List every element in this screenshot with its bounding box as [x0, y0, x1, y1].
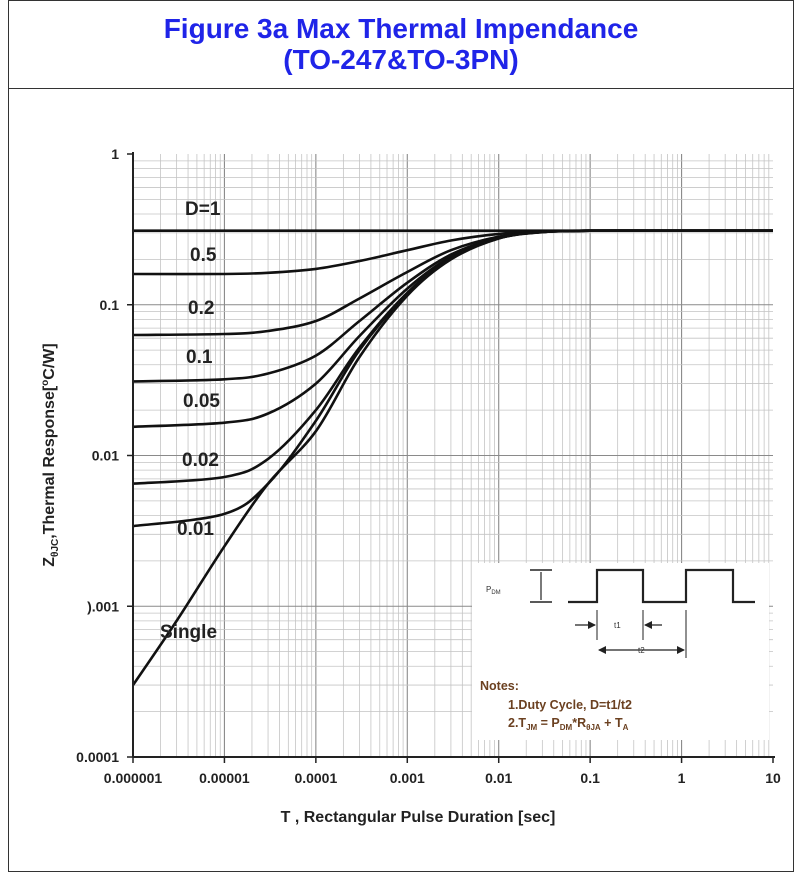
series-label-0-05: 0.05 [183, 391, 220, 412]
x-tick-label: 0.1 [580, 770, 600, 786]
x-tick-label: 10 [765, 770, 781, 786]
series-label-0-1: 0.1 [186, 347, 213, 368]
series-label-single: Single [160, 622, 217, 643]
chart-title: Figure 3a Max Thermal Impendance [163, 13, 639, 44]
series-line-single [131, 229, 773, 686]
x-tick-label: 0.00001 [199, 770, 250, 786]
chart-header: Figure 3a Max Thermal Impendance (TO-247… [9, 1, 793, 89]
y-tick-label: 0.01 [92, 448, 119, 464]
figure-frame: Figure 3a Max Thermal Impendance (TO-247… [8, 0, 794, 872]
inset-pdm-label: PDM [486, 585, 501, 596]
x-tick-label: 1 [678, 770, 686, 786]
chart-subtitle: (TO-247&TO-3PN) [283, 44, 519, 75]
y-tick-label: 0.1 [100, 297, 120, 313]
note-duty-cycle: 1.Duty Cycle, D=t1/t2 [508, 698, 632, 712]
y-axis-label: ZθJC,Thermal Response[oC/W] [40, 343, 61, 566]
notes-title: Notes: [480, 679, 519, 693]
series-label-0-2: 0.2 [188, 298, 214, 319]
pulse-waveform [568, 568, 755, 604]
axes [127, 152, 775, 763]
t1-arrowhead-right [644, 621, 652, 629]
x-tick-label: 0.000001 [104, 770, 163, 786]
y-tick-label: 1 [111, 146, 119, 162]
t2-arrowhead-left [598, 646, 606, 654]
inset-background [472, 563, 769, 740]
series-label-0-5: 0.5 [190, 245, 217, 266]
y-tick-label: ).001 [87, 598, 119, 614]
series-label-d-1: D=1 [185, 199, 221, 220]
t2-label: t2 [638, 646, 645, 655]
note-junction-temp: 2.TJM = PDM*RθJA + TA [508, 716, 629, 732]
x-tick-label: 0.001 [390, 770, 425, 786]
y-tick-label: 0.0001 [76, 749, 119, 765]
series-label-0-02: 0.02 [182, 450, 219, 471]
x-axis-label: T , Rectangular Pulse Duration [sec] [281, 809, 556, 826]
x-tick-label: 0.0001 [294, 770, 337, 786]
duty-cycle-inset: PDM t1 t2 Notes: 1.Duty Cycle, D=t1/t2 2… [472, 563, 769, 740]
t2-arrowhead-right [677, 646, 685, 654]
curves [131, 229, 773, 686]
tick-labels: 0.000001 0.00001 0.0001 0.001 0.01 0.1 1 10 1 0.1… [76, 146, 781, 786]
t1-label: t1 [614, 621, 621, 630]
curve-labels: D=1 0.5 0.2 0.1 0.05 0.02 0.01 Single [160, 199, 221, 643]
series-label-0-01: 0.01 [177, 519, 214, 540]
t1-arrowhead-left [588, 621, 596, 629]
x-tick-label: 0.01 [485, 770, 512, 786]
